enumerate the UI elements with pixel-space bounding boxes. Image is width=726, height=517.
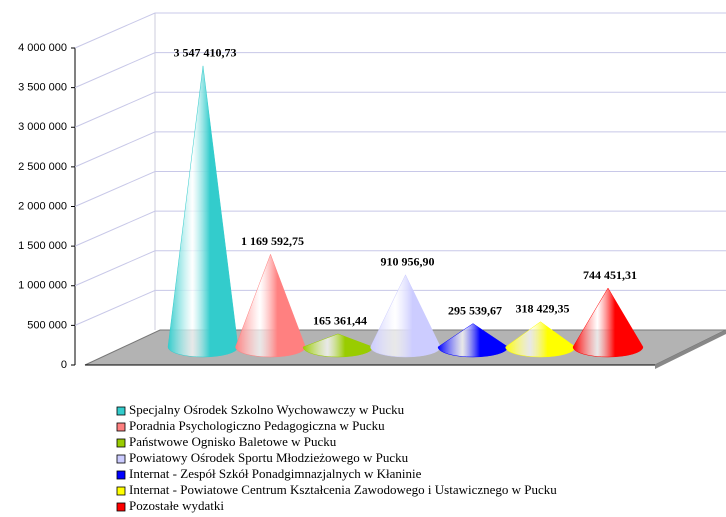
value-label: 744 451,31 — [583, 268, 637, 282]
legend-swatch — [116, 438, 126, 448]
legend-swatch — [116, 422, 126, 432]
legend-swatch — [116, 406, 126, 416]
value-label: 910 956,90 — [381, 255, 435, 269]
cone — [437, 323, 509, 358]
legend-swatch — [116, 454, 126, 464]
y-tick-label: 0 — [61, 359, 67, 371]
value-label: 3 547 410,73 — [174, 46, 237, 60]
legend-swatch — [116, 486, 126, 496]
grid-line — [74, 131, 726, 168]
cone — [235, 253, 306, 358]
legend-label: Poradnia Psychologiczno Pedagogiczna w P… — [129, 418, 385, 433]
cone — [572, 287, 644, 358]
grid-line — [74, 250, 726, 287]
y-tick-label: 2 000 000 — [18, 200, 67, 212]
legend-label: Internat - Powiatowe Centrum Kształcenia… — [129, 482, 557, 497]
value-label: 318 429,35 — [516, 302, 570, 316]
y-tick-label: 1 000 000 — [18, 280, 67, 292]
y-tick-label: 500 000 — [27, 319, 67, 331]
grid-line — [74, 91, 726, 128]
grid-line — [74, 289, 726, 326]
floor-edge — [655, 330, 726, 369]
legend-swatch — [116, 470, 126, 480]
cone — [370, 274, 441, 358]
grid-line — [74, 171, 726, 207]
value-label: 165 361,44 — [313, 314, 367, 328]
cone — [505, 321, 576, 358]
grid-line — [74, 12, 726, 49]
legend-label: Pozostałe wydatki — [129, 498, 224, 513]
legend-label: Specjalny Ośrodek Szkolno Wychowawczy w … — [129, 402, 405, 417]
legend-label: Powiatowy Ośrodek Sportu Młodzieżowego w… — [129, 450, 409, 465]
legend-label: Internat - Zespół Szkół Ponadgimnazjalny… — [129, 466, 422, 481]
y-tick-label: 4 000 000 — [18, 42, 67, 54]
y-tick-label: 2 500 000 — [18, 161, 67, 173]
y-tick-label: 3 500 000 — [18, 82, 67, 94]
y-tick-label: 1 500 000 — [18, 240, 67, 252]
legend-label: Państwowe Ognisko Baletowe w Pucku — [129, 434, 337, 449]
value-label: 295 539,67 — [448, 303, 502, 317]
y-tick-label: 3 000 000 — [18, 121, 67, 133]
grid-line — [74, 52, 726, 89]
legend-swatch — [116, 502, 126, 512]
value-label: 1 169 592,75 — [241, 234, 304, 248]
grid-line — [74, 210, 726, 247]
